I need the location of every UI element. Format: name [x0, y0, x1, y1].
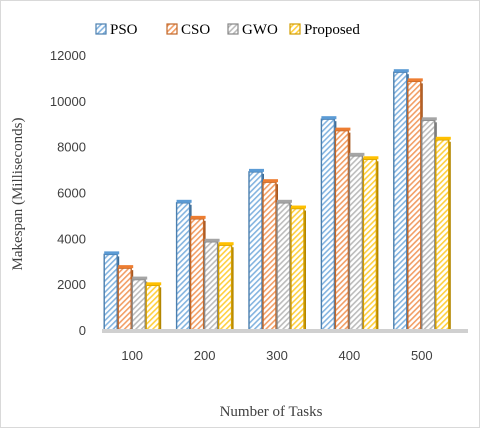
y-tick-label: 0	[79, 323, 86, 338]
bar-top-pso	[176, 199, 192, 203]
y-tick-label: 8000	[57, 140, 86, 155]
x-tick-label: 300	[266, 348, 288, 363]
bar-proposed-400	[362, 158, 378, 331]
bar-pso-300	[248, 171, 263, 331]
bar-top-proposed	[218, 242, 234, 246]
bar-top-cso	[407, 78, 423, 82]
x-axis-title: Number of Tasks	[220, 404, 323, 420]
bar-pso-500	[393, 71, 408, 331]
x-axis-baseline	[102, 329, 468, 333]
bar-proposed-200	[217, 244, 233, 331]
bar-top-gwo	[277, 199, 292, 203]
x-tick-label: 400	[339, 348, 361, 363]
bar-proposed-100	[145, 284, 160, 331]
bar-top-cso	[263, 179, 278, 183]
bar-pso-100	[103, 253, 118, 331]
bar-gwo-300	[276, 202, 291, 331]
bar-pso-400	[320, 118, 336, 331]
bar-top-gwo	[204, 238, 220, 242]
bar-top-pso	[321, 116, 337, 120]
bar-cso-300	[262, 181, 277, 331]
y-axis-title: Makespan (Milliseconds)	[10, 118, 26, 271]
bar-proposed-300	[290, 207, 305, 331]
bar-top-pso	[104, 251, 120, 255]
bar-top-proposed	[146, 282, 162, 286]
y-tick-label: 12000	[50, 48, 86, 63]
bar-top-proposed	[435, 136, 451, 140]
legend-swatch	[166, 23, 178, 35]
legend-swatch	[289, 23, 301, 35]
y-tick-label: 4000	[57, 231, 86, 246]
bar-top-proposed	[291, 205, 306, 209]
bar-cso-500	[407, 80, 422, 331]
x-tick-label: 200	[194, 348, 216, 363]
bars	[103, 69, 451, 331]
bar-gwo-200	[203, 241, 219, 331]
bar-proposed-500	[435, 139, 450, 331]
legend-item-pso: PSO	[95, 22, 138, 38]
bar-top-pso	[249, 168, 264, 172]
legend-swatch	[227, 23, 239, 35]
y-tick-label: 2000	[57, 277, 86, 292]
bar-cso-200	[189, 218, 205, 331]
x-tick-label: 100	[121, 348, 143, 363]
y-axis-ticks: 0 2000 4000 6000 8000 10000 12000	[50, 48, 86, 338]
bar-top-cso	[118, 265, 134, 269]
bar-gwo-500	[421, 119, 436, 331]
bar-top-proposed	[363, 156, 379, 160]
legend-label: GWO	[242, 22, 278, 38]
legend-item-proposed: Proposed	[289, 22, 360, 38]
y-tick-label: 10000	[50, 94, 86, 109]
y-tick-label: 6000	[57, 186, 86, 201]
bar-top-cso	[335, 127, 351, 131]
bar-cso-100	[117, 267, 132, 331]
bar-top-pso	[393, 69, 409, 73]
bar-top-cso	[190, 215, 206, 219]
legend-item-gwo: GWO	[227, 22, 278, 38]
legend-item-cso: CSO	[166, 22, 210, 38]
x-tick-label: 500	[411, 348, 433, 363]
legend-swatch	[95, 23, 107, 35]
bar-gwo-400	[348, 155, 364, 331]
legend-label: CSO	[181, 22, 210, 38]
legend-label: PSO	[110, 22, 138, 38]
bar-cso-400	[334, 129, 350, 331]
bar-top-gwo	[132, 276, 148, 280]
legend-label: Proposed	[304, 22, 360, 38]
bar-top-gwo	[421, 117, 437, 121]
bar-pso-200	[175, 202, 191, 331]
legend: PSO CSO GWO Proposed	[95, 22, 360, 38]
bar-top-gwo	[349, 152, 365, 156]
x-axis-ticks: 100 200 300 400 500	[121, 348, 432, 363]
bar-gwo-100	[131, 278, 146, 331]
